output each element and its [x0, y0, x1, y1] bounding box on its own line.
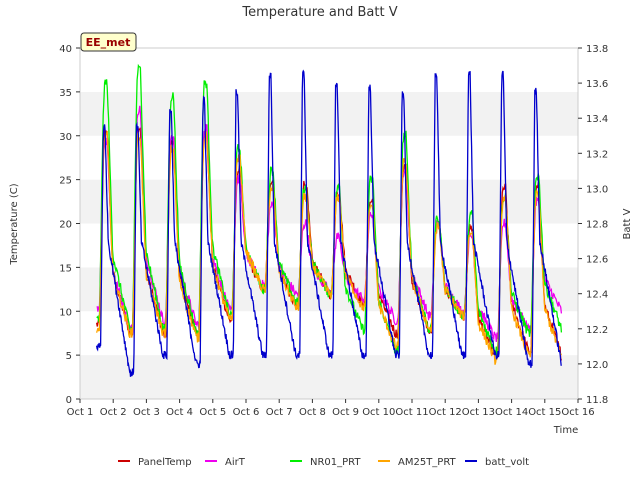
x-tick-label: Oct 4 [166, 407, 193, 418]
y-tick-label: 30 [59, 132, 72, 143]
y2-tick-label: 12.0 [586, 360, 608, 371]
y-tick-label: 0 [66, 395, 72, 406]
x-tick-label: Oct 11 [395, 407, 428, 418]
y-tick-label: 15 [59, 263, 72, 274]
y2-tick-label: 12.4 [586, 290, 608, 301]
x-tick-label: Oct 8 [299, 407, 326, 418]
y2-tick-label: 13.8 [586, 44, 608, 55]
x-tick-label: Oct 16 [561, 407, 594, 418]
legend-label: PanelTemp [138, 457, 192, 468]
series-line-airt [96, 105, 563, 342]
grid-band [80, 311, 578, 356]
y-tick-label: 40 [59, 44, 72, 55]
y-axis-right: 11.8 12.0 12.2 12.4 12.6 12.8 13.0 13.2 13.4 13.6… [578, 44, 608, 406]
y-axis-label: Temperature (C) [9, 183, 20, 265]
y2-tick-label: 11.8 [586, 395, 608, 406]
x-tick-label: Oct 7 [266, 407, 293, 418]
y-tick-label: 20 [59, 220, 72, 231]
x-tick-label: Oct 1 [67, 407, 94, 418]
series-layer [95, 63, 563, 377]
chart-title: Temperature and Batt V [241, 5, 397, 20]
legend-label: AM25T_PRT [398, 457, 457, 468]
x-tick-label: Oct 5 [199, 407, 226, 418]
grid-band [80, 91, 578, 136]
series-line-am25t-prt [95, 130, 562, 365]
grid-band [80, 179, 578, 224]
grid-band [80, 48, 578, 92]
site-label: EE_met [86, 36, 131, 49]
legend: PanelTemp AirT NR01_PRT AM25T_PRT batt_volt [118, 457, 529, 468]
x-tick-label: Oct 2 [100, 407, 127, 418]
x-axis-label: Time [553, 425, 578, 436]
y2-tick-label: 13.2 [586, 149, 608, 160]
site-label-box: EE_met [80, 32, 137, 52]
grid-band [80, 135, 578, 180]
x-tick-label: Oct 13 [462, 407, 495, 418]
x-axis: Oct 1 Oct 2 Oct 3 Oct 4 Oct 5 Oct 6 Oct 7 Oct 8… [67, 399, 595, 418]
y-axis-left: 0 5 10 15 20 25 30 35 40 [59, 44, 80, 406]
y-tick-label: 35 [59, 88, 72, 99]
y2-axis-label: Batt V [622, 208, 633, 239]
legend-label: AirT [225, 457, 246, 468]
y2-tick-label: 12.8 [586, 220, 608, 231]
legend-label: batt_volt [485, 457, 529, 468]
y2-tick-label: 13.4 [586, 114, 608, 125]
x-tick-label: Oct 15 [528, 407, 561, 418]
y2-tick-label: 13.0 [586, 184, 608, 195]
grid-band [80, 355, 578, 399]
y2-tick-label: 12.2 [586, 325, 608, 336]
legend-label: NR01_PRT [310, 457, 361, 468]
x-tick-label: Oct 14 [495, 407, 528, 418]
x-tick-label: Oct 9 [332, 407, 359, 418]
y-tick-label: 5 [66, 351, 72, 362]
x-tick-label: Oct 12 [429, 407, 462, 418]
x-tick-label: Oct 6 [233, 407, 260, 418]
background-bands [80, 48, 578, 399]
y2-tick-label: 12.6 [586, 255, 608, 266]
y-tick-label: 25 [59, 176, 72, 187]
y-tick-label: 10 [59, 307, 72, 318]
y2-tick-label: 13.6 [586, 79, 608, 90]
series-line-batt-volt [95, 69, 562, 377]
x-tick-label: Oct 10 [362, 407, 395, 418]
grid-band [80, 223, 578, 268]
x-tick-label: Oct 3 [133, 407, 160, 418]
